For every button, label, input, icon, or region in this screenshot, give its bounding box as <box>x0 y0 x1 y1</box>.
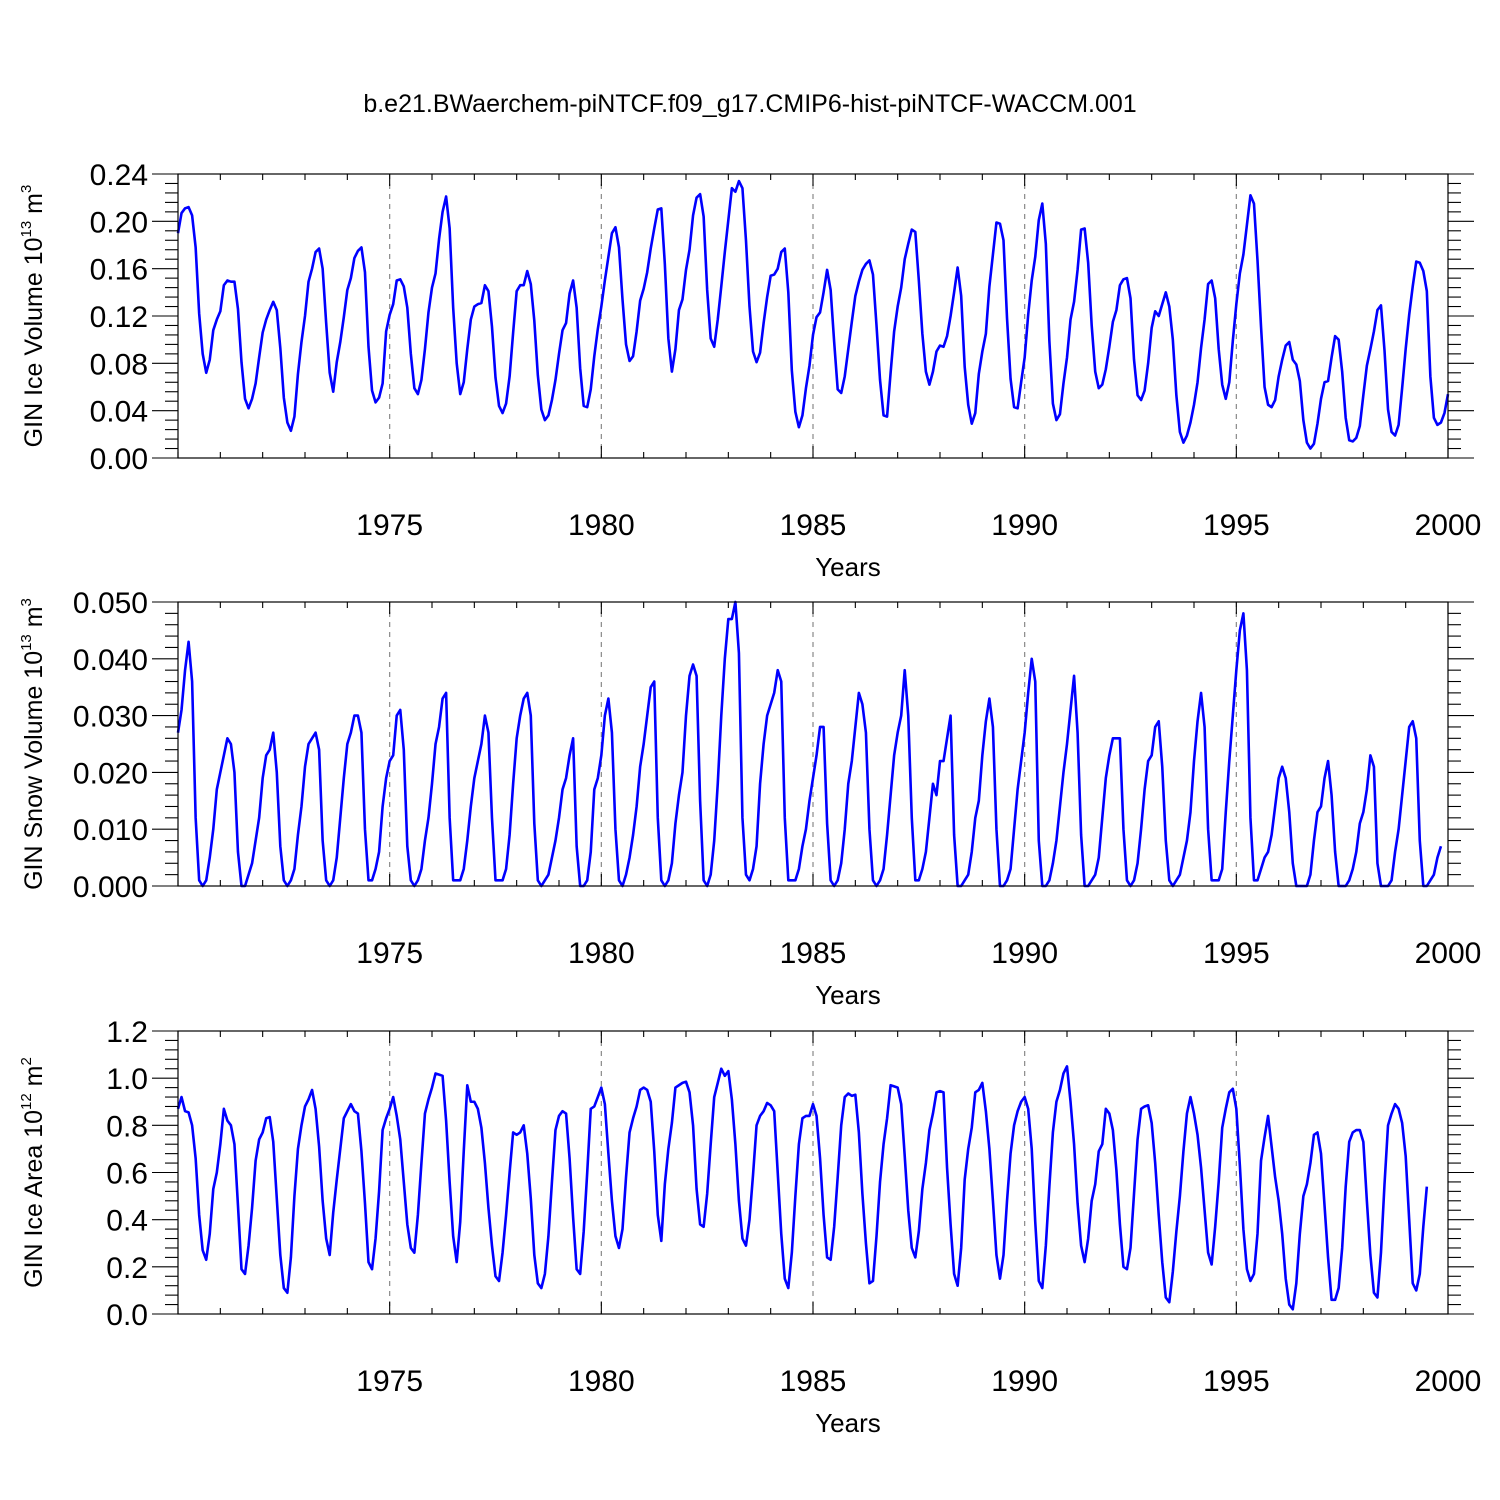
x-tick-label: 1990 <box>991 937 1058 970</box>
series-line-snow-volume <box>176 600 1443 888</box>
y-tick-label: 0.6 <box>106 1158 148 1191</box>
y-tick-label: 0.0 <box>106 1299 148 1332</box>
y-tick-label: 0.00 <box>90 443 148 476</box>
x-tick-label: 1980 <box>568 509 635 542</box>
y-tick-label: 0.000 <box>73 871 148 904</box>
series-line-ice-volume <box>176 179 1450 450</box>
x-axis-label: Years <box>815 1408 881 1438</box>
x-tick-label: 2000 <box>1415 1365 1482 1398</box>
y-tick-label: 1.0 <box>106 1063 148 1096</box>
y-tick-label: 0.010 <box>73 814 148 847</box>
x-tick-label: 1985 <box>780 1365 847 1398</box>
x-tick-label: 1995 <box>1203 1365 1270 1398</box>
y-tick-label: 0.040 <box>73 644 148 677</box>
y-tick-label: 0.20 <box>90 206 148 239</box>
x-tick-label: 1995 <box>1203 937 1270 970</box>
y-axis-label: GIN Ice Volume 1013 m3 <box>18 185 48 448</box>
y-tick-label: 0.08 <box>90 348 148 381</box>
x-tick-label: 1980 <box>568 937 635 970</box>
series-line-ice-area <box>176 1065 1429 1311</box>
x-axis-label: Years <box>815 552 881 582</box>
x-tick-label: 1975 <box>356 937 423 970</box>
x-tick-label: 1975 <box>356 509 423 542</box>
x-tick-label: 2000 <box>1415 937 1482 970</box>
y-tick-label: 0.8 <box>106 1110 148 1143</box>
panel-ice-area: 1975 1980 1985 1990 1995 2000 0.0 0.2 0.4 0.6 0.8 1… <box>18 1016 1481 1438</box>
y-tick-label: 0.12 <box>90 301 148 334</box>
y-tick-label: 0.050 <box>73 587 148 620</box>
x-tick-label: 1990 <box>991 1365 1058 1398</box>
y-tick-label: 0.04 <box>90 396 148 429</box>
y-tick-label: 0.4 <box>106 1205 148 1238</box>
y-tick-label: 1.2 <box>106 1016 148 1049</box>
y-tick-label: 0.24 <box>90 159 148 192</box>
x-tick-label: 1995 <box>1203 509 1270 542</box>
y-axis-label: GIN Snow Volume 1013 m3 <box>18 598 48 890</box>
x-tick-label: 1975 <box>356 1365 423 1398</box>
x-tick-label: 1985 <box>780 509 847 542</box>
x-tick-label: 2000 <box>1415 509 1482 542</box>
y-tick-label: 0.030 <box>73 701 148 734</box>
y-tick-label: 0.16 <box>90 254 148 287</box>
x-tick-label: 1990 <box>991 509 1058 542</box>
y-tick-label: 0.2 <box>106 1252 148 1285</box>
y-axis-label: GIN Ice Area 1012 m2 <box>18 1057 48 1288</box>
x-axis-label: Years <box>815 980 881 1010</box>
panel-ice-volume: 1975 1980 1985 1990 1995 2000 0.00 0.04 0.08 0.12… <box>18 159 1481 582</box>
y-tick-label: 0.020 <box>73 757 148 790</box>
x-tick-label: 1985 <box>780 937 847 970</box>
figure-title: b.e21.BWaerchem-piNTCF.f09_g17.CMIP6-his… <box>363 90 1136 118</box>
panel-snow-volume: 1975 1980 1985 1990 1995 2000 0.000 0.010 0.020 0… <box>18 587 1481 1010</box>
x-tick-label: 1980 <box>568 1365 635 1398</box>
